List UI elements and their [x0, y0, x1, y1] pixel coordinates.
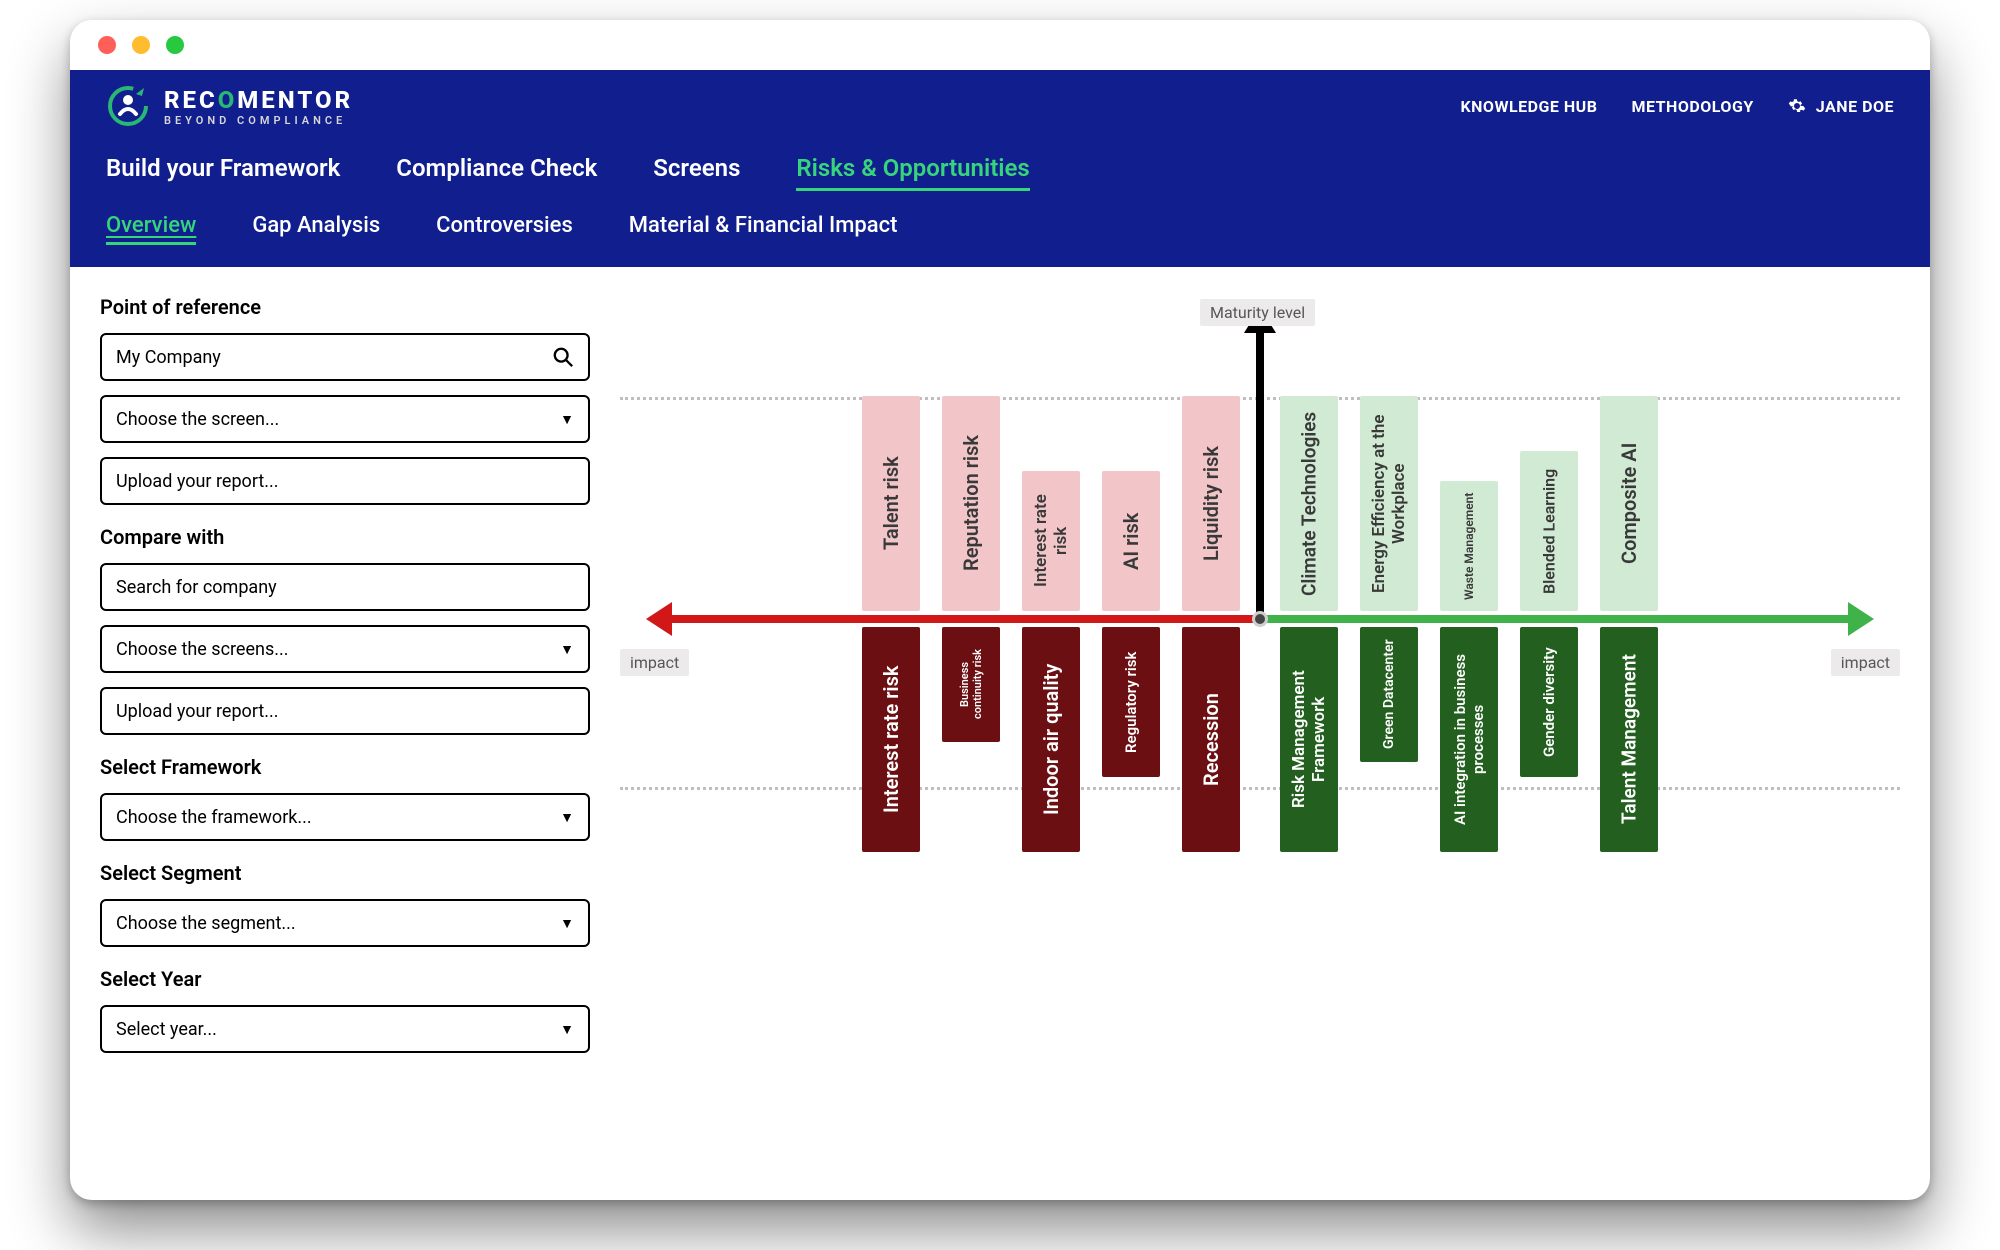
upload-report-placeholder: Upload your report...: [116, 471, 278, 492]
tab-primary-2[interactable]: Screens: [653, 154, 740, 191]
filters-panel: Point of reference My Company Choose the…: [100, 289, 590, 1053]
search-icon: [552, 346, 574, 368]
chevron-down-icon: ▼: [560, 411, 574, 428]
user-menu[interactable]: JANE DOE: [1788, 97, 1894, 116]
chart-bar[interactable]: Business continuity risk: [942, 627, 1000, 742]
upload-report2-placeholder: Upload your report...: [116, 701, 278, 722]
nav-methodology[interactable]: METHODOLOGY: [1631, 97, 1753, 116]
chevron-down-icon: ▼: [560, 809, 574, 826]
chevron-down-icon: ▼: [560, 1021, 574, 1038]
chart-bar[interactable]: Energy Efficiency at the Workplace: [1360, 396, 1418, 611]
label-compare-with: Compare with: [100, 525, 590, 549]
tab-primary-1[interactable]: Compliance Check: [396, 154, 597, 191]
chevron-down-icon: ▼: [560, 641, 574, 658]
x-axis-negative: [670, 615, 1260, 623]
chart-bar[interactable]: Interest rate risk: [1022, 471, 1080, 611]
mac-titlebar: [70, 20, 1930, 70]
label-point-of-reference: Point of reference: [100, 295, 590, 319]
chart-bar[interactable]: Interest rate risk: [862, 627, 920, 852]
gear-icon: [1788, 97, 1806, 115]
chart-bar[interactable]: Talent Management: [1600, 627, 1658, 852]
tabs-secondary: Overview Gap Analysis Controversies Materia…: [106, 213, 1894, 257]
app-header: RECOMENTOR BEYOND COMPLIANCE KNOWLEDGE H…: [70, 70, 1930, 267]
tab-primary-0[interactable]: Build your Framework: [106, 154, 340, 191]
search-company-placeholder: Search for company: [116, 577, 277, 598]
select-year-placeholder: Select year...: [116, 1019, 217, 1040]
choose-screen-placeholder: Choose the screen...: [116, 409, 279, 430]
chart-bar[interactable]: Green Datacenter: [1360, 627, 1418, 762]
chart-bar[interactable]: Waste Management: [1440, 481, 1498, 611]
chart-bar[interactable]: AI risk: [1102, 471, 1160, 611]
chevron-down-icon: ▼: [560, 915, 574, 932]
select-year-select[interactable]: Select year... ▼: [100, 1005, 590, 1053]
window-close-icon[interactable]: [98, 36, 116, 54]
chart-bar[interactable]: Climate Technologies: [1280, 396, 1338, 611]
nav-knowledge-hub[interactable]: KNOWLEDGE HUB: [1460, 97, 1597, 116]
chart-bar[interactable]: Regulatory risk: [1102, 627, 1160, 777]
chart-bar[interactable]: Risk Management Framework: [1280, 627, 1338, 852]
x-axis-positive: [1260, 615, 1850, 623]
chart-bar[interactable]: Indoor air quality: [1022, 627, 1080, 852]
tab-secondary-3[interactable]: Material & Financial Impact: [629, 213, 898, 245]
chart-bar[interactable]: Composite AI: [1600, 396, 1658, 611]
chart-bar[interactable]: Recession: [1182, 627, 1240, 852]
upload-report-input-2[interactable]: Upload your report...: [100, 687, 590, 735]
chart-bar[interactable]: Talent risk: [862, 396, 920, 611]
chart-bar[interactable]: Liquidity risk: [1182, 396, 1240, 611]
x-axis-label-left: impact: [620, 649, 689, 676]
y-axis-label: Maturity level: [1200, 299, 1315, 326]
y-axis: [1256, 329, 1264, 619]
brand-name: RECOMENTOR: [164, 86, 353, 114]
tab-secondary-2[interactable]: Controversies: [436, 213, 573, 245]
label-select-segment: Select Segment: [100, 861, 590, 885]
tab-secondary-1[interactable]: Gap Analysis: [252, 213, 380, 245]
tab-primary-3[interactable]: Risks & Opportunities: [796, 154, 1029, 191]
x-axis-label-right: impact: [1831, 649, 1900, 676]
brand-tagline: BEYOND COMPLIANCE: [164, 114, 353, 127]
my-company-value: My Company: [116, 347, 221, 368]
chart-bar[interactable]: Gender diversity: [1520, 627, 1578, 777]
user-name: JANE DOE: [1816, 97, 1894, 116]
window-zoom-icon[interactable]: [166, 36, 184, 54]
choose-framework-placeholder: Choose the framework...: [116, 807, 312, 828]
my-company-input[interactable]: My Company: [100, 333, 590, 381]
choose-segment-select[interactable]: Choose the segment... ▼: [100, 899, 590, 947]
search-company-input[interactable]: Search for company: [100, 563, 590, 611]
choose-screen-select[interactable]: Choose the screen... ▼: [100, 395, 590, 443]
origin-point: [1252, 611, 1268, 627]
grid-line: [620, 787, 1900, 790]
choose-framework-select[interactable]: Choose the framework... ▼: [100, 793, 590, 841]
risk-opportunity-chart: Maturity level impact impact Talent risk Rep…: [620, 289, 1900, 1053]
label-select-framework: Select Framework: [100, 755, 590, 779]
brand: RECOMENTOR BEYOND COMPLIANCE: [106, 84, 353, 128]
upload-report-input[interactable]: Upload your report...: [100, 457, 590, 505]
chart-bar[interactable]: Blended Learning: [1520, 451, 1578, 611]
choose-screens-select[interactable]: Choose the screens... ▼: [100, 625, 590, 673]
browser-window: RECOMENTOR BEYOND COMPLIANCE KNOWLEDGE H…: [70, 20, 1930, 1200]
label-select-year: Select Year: [100, 967, 590, 991]
main-content: Point of reference My Company Choose the…: [70, 267, 1930, 1083]
tab-secondary-0[interactable]: Overview: [106, 213, 196, 245]
tabs-primary: Build your Framework Compliance Check Scre…: [106, 154, 1894, 191]
chart-bar[interactable]: Reputation risk: [942, 396, 1000, 611]
brand-logo-icon: [106, 84, 150, 128]
top-links: KNOWLEDGE HUB METHODOLOGY JANE DOE: [1460, 97, 1894, 116]
window-minimize-icon[interactable]: [132, 36, 150, 54]
choose-segment-placeholder: Choose the segment...: [116, 913, 296, 934]
chart-bar[interactable]: AI integration in business processes: [1440, 627, 1498, 852]
choose-screens-placeholder: Choose the screens...: [116, 639, 288, 660]
